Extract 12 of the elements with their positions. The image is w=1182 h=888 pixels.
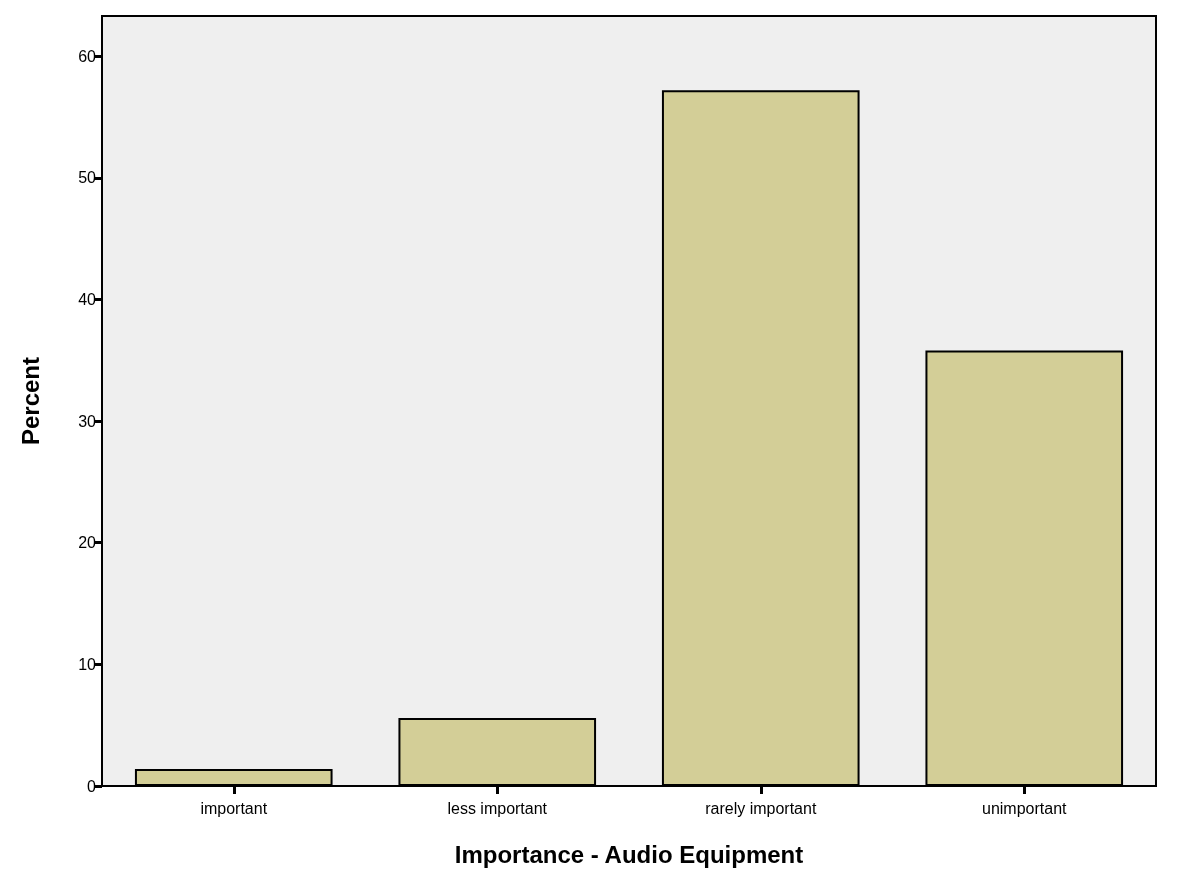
x-axis-title: Importance - Audio Equipment — [454, 840, 804, 868]
x-tick-label: less important — [447, 799, 548, 817]
y-tick-label: 30 — [78, 412, 97, 430]
x-tick-label: important — [200, 799, 268, 817]
y-axis-title: Percent — [16, 356, 44, 446]
y-tick-label: 40 — [78, 290, 97, 308]
x-tick-label: unimportant — [982, 799, 1068, 817]
y-tick-label: 50 — [78, 169, 97, 187]
y-tick-label: 60 — [78, 47, 97, 65]
y-tick-label: 20 — [78, 534, 97, 552]
y-tick-label: 10 — [78, 655, 97, 673]
x-tick-label: rarely important — [705, 799, 817, 817]
